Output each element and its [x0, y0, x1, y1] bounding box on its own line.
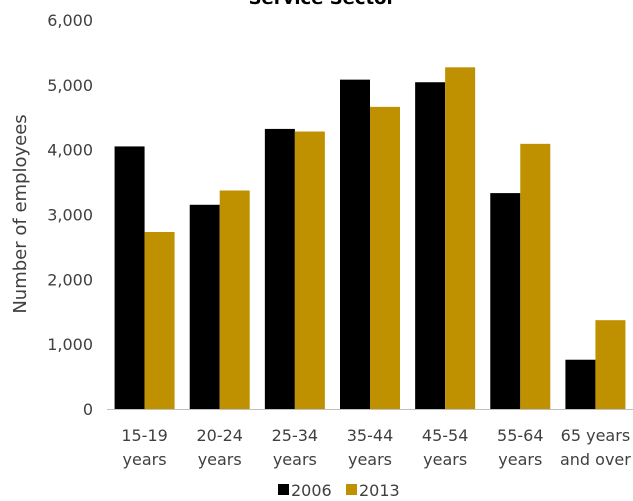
legend-label-2006: 2006 [291, 481, 332, 500]
bars-group [114, 67, 626, 410]
x-category-label: years [348, 450, 392, 469]
y-axis-label: Number of employees [10, 114, 31, 313]
y-axis: 0 1,000 2,000 3,000 4,000 5,000 6,000 [47, 11, 93, 419]
bar-2013-1 [219, 190, 250, 409]
x-category-label: years [498, 450, 542, 469]
bar-2006-1 [189, 204, 220, 409]
y-tick-label: 6,000 [47, 11, 93, 30]
y-tick-label: 0 [83, 400, 93, 419]
x-axis: 15-19 years 20-24 years 25-34 years 35-44 years… [121, 426, 631, 469]
bar-2013-0 [144, 232, 175, 409]
bar-2006-6 [565, 359, 596, 409]
y-tick-label: 5,000 [47, 76, 93, 95]
bar-2006-5 [490, 193, 521, 409]
bar-2013-4 [445, 67, 476, 409]
x-category-label: 55-64 [497, 426, 544, 445]
bar-2006-0 [114, 146, 145, 410]
bar-2013-3 [370, 106, 400, 410]
bar-2006-3 [340, 79, 370, 409]
x-category-label: and over [560, 450, 631, 469]
x-category-label: years [273, 450, 317, 469]
y-tick-label: 4,000 [47, 141, 93, 160]
legend: 2006 2013 [278, 481, 400, 500]
chart-title: Service Sector [249, 0, 396, 9]
legend-swatch-2006 [278, 484, 289, 495]
bar-2006-4 [415, 82, 446, 410]
bar-2013-6 [595, 320, 626, 409]
x-category-label: 65 years [561, 426, 630, 445]
legend-label-2013: 2013 [359, 481, 400, 500]
y-tick-label: 3,000 [47, 206, 93, 225]
bar-2013-2 [294, 131, 325, 409]
x-category-label: 45-54 [422, 426, 469, 445]
x-category-label: 15-19 [121, 426, 168, 445]
x-category-label: years [198, 450, 242, 469]
y-tick-label: 1,000 [47, 335, 93, 354]
x-category-label: years [423, 450, 467, 469]
legend-swatch-2013 [346, 484, 357, 495]
x-category-label: 35-44 [347, 426, 394, 445]
bar-2006-2 [264, 128, 295, 410]
x-category-label: 20-24 [196, 426, 243, 445]
x-category-label: years [123, 450, 167, 469]
bar-2013-5 [520, 143, 551, 409]
y-tick-label: 2,000 [47, 270, 93, 289]
x-category-label: 25-34 [272, 426, 319, 445]
